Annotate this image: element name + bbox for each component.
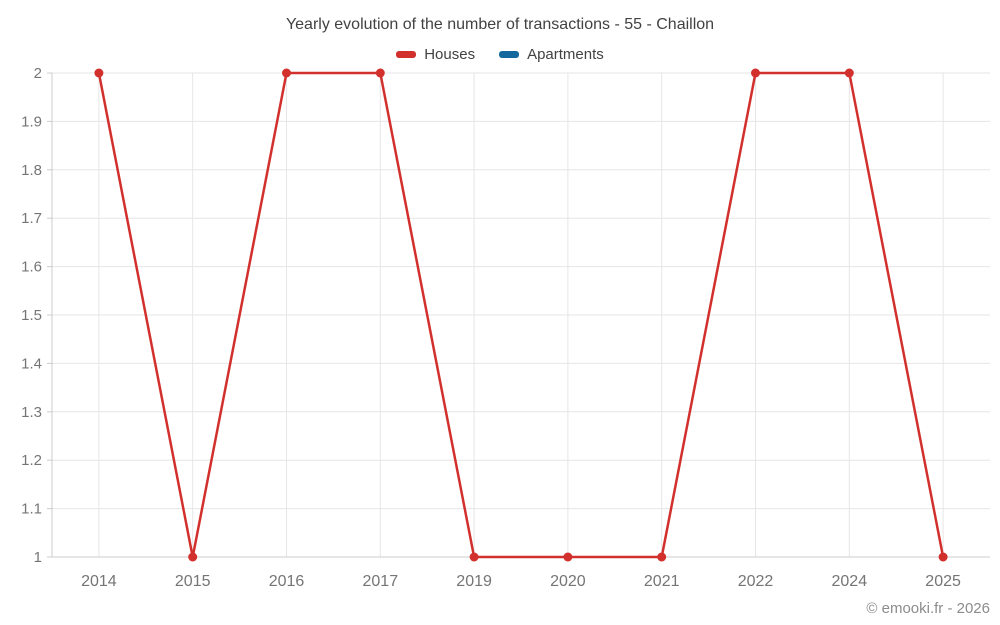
y-axis-tick-label: 1.4 [21, 355, 42, 372]
series-line-houses [97, 71, 945, 559]
data-point-houses[interactable] [375, 68, 385, 78]
watermark: © emooki.fr - 2026 [866, 600, 990, 617]
y-axis-tick-label: 1 [34, 549, 42, 566]
y-axis-tick-label: 1.3 [21, 404, 42, 421]
y-axis-tick-label: 1.9 [21, 113, 42, 130]
x-axis-tick-label: 2019 [456, 573, 492, 590]
data-point-houses[interactable] [563, 552, 573, 562]
x-axis-tick-label: 2014 [81, 573, 117, 590]
y-axis-tick-label: 1.5 [21, 307, 42, 324]
data-point-houses[interactable] [282, 68, 291, 78]
legend-item-houses[interactable]: Houses [396, 46, 475, 63]
data-point-houses[interactable] [657, 552, 667, 562]
y-axis-tick-label: 1.1 [21, 501, 42, 518]
x-axis-tick-label: 2017 [363, 573, 399, 590]
legend-label-apartments: Apartments [527, 46, 604, 63]
data-point-houses[interactable] [938, 552, 948, 562]
y-axis-tick-label: 1.6 [21, 259, 42, 276]
y-axis-tick-label: 1.8 [21, 162, 42, 179]
y-axis-tick-label: 1.2 [21, 452, 42, 469]
data-point-houses[interactable] [751, 68, 760, 78]
x-axis-tick-label: 2024 [832, 573, 868, 590]
data-point-houses[interactable] [94, 68, 104, 78]
y-axis-tick-label: 2 [34, 65, 42, 82]
houses-legend-swatch-icon [396, 51, 417, 58]
chart-title: Yearly evolution of the number of transa… [285, 16, 715, 33]
x-axis-tick-label: 2025 [925, 573, 961, 590]
x-axis-tick-label: 2015 [175, 573, 211, 590]
data-point-houses[interactable] [188, 552, 198, 562]
legend-label-houses: Houses [424, 46, 476, 63]
apartments-legend-swatch-icon [499, 51, 520, 58]
data-point-houses[interactable] [844, 68, 854, 78]
y-axis-tick-label: 1.7 [21, 210, 42, 227]
x-axis-tick-label: 2020 [550, 573, 586, 590]
chart-legend: Houses Apartments [0, 46, 1000, 63]
x-axis-tick-label: 2022 [738, 573, 774, 590]
x-axis-tick-label: 2016 [269, 573, 305, 590]
legend-item-apartments[interactable]: Apartments [499, 46, 604, 63]
data-point-houses[interactable] [469, 552, 479, 562]
x-axis-tick-label: 2021 [644, 573, 680, 590]
